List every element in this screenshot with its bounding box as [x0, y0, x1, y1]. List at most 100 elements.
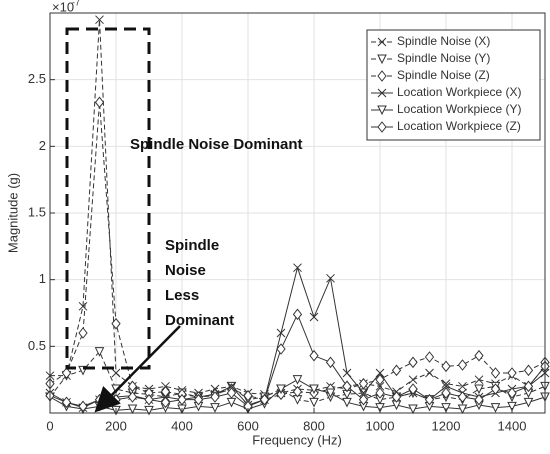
marker: [507, 401, 517, 412]
annotation: Noise: [165, 262, 206, 279]
marker: [490, 403, 501, 413]
x-tick-label: 600: [237, 418, 259, 433]
marker: [227, 381, 236, 391]
marker: [94, 347, 105, 357]
marker: [408, 383, 418, 395]
marker: [441, 387, 451, 399]
marker: [292, 308, 303, 321]
marker: [441, 403, 451, 413]
marker: [276, 384, 286, 395]
marker: [377, 37, 387, 47]
x-tick-label: 400: [171, 418, 193, 433]
marker: [441, 381, 451, 391]
y-tick-label: 1: [39, 271, 46, 286]
marker: [424, 351, 435, 363]
y-multiplier: ×10: [52, 0, 74, 14]
marker: [127, 391, 138, 403]
marker: [325, 388, 336, 399]
marker: [61, 367, 72, 379]
marker: [375, 387, 385, 399]
marker: [325, 356, 336, 369]
marker: [523, 380, 534, 393]
marker: [127, 404, 138, 415]
marker: [111, 317, 121, 330]
x-tick-label: 1200: [432, 418, 461, 433]
marker: [507, 367, 517, 379]
marker: [276, 388, 286, 401]
marker: [375, 373, 385, 386]
marker: [309, 349, 319, 362]
marker: [342, 380, 352, 393]
marker: [292, 375, 303, 385]
marker: [377, 88, 387, 98]
marker: [375, 381, 385, 391]
annotation: Spindle Noise Dominant: [130, 136, 303, 153]
marker: [210, 403, 220, 413]
marker: [78, 400, 88, 413]
annotation: Spindle: [165, 237, 219, 254]
marker: [259, 393, 270, 406]
marker: [358, 377, 369, 390]
marker: [408, 356, 418, 369]
arrow: [94, 325, 181, 413]
legend: Spindle Noise (X) Spindle Noise (Y) Spindl…: [366, 29, 541, 141]
legend-label: Spindle Noise (X): [397, 34, 490, 48]
x-tick-label: 800: [303, 418, 325, 433]
y-tick-label: 2.5: [28, 71, 46, 86]
x-tick-label: 0: [46, 418, 53, 433]
marker: [523, 397, 534, 408]
highlight-box: [65, 27, 151, 370]
y-tick-label: 0.5: [28, 338, 46, 353]
marker: [408, 375, 418, 385]
marker: [377, 105, 387, 116]
legend-label: Spindle Noise (Y): [397, 51, 490, 65]
marker: [111, 368, 121, 378]
marker: [210, 391, 220, 403]
marker: [490, 367, 501, 379]
marker: [144, 393, 154, 406]
marker: [292, 385, 303, 398]
annotation: Dominant: [165, 312, 234, 329]
marker: [457, 404, 468, 415]
marker: [408, 404, 418, 415]
marker: [359, 388, 368, 398]
marker: [474, 375, 484, 385]
legend-label: Location Workpiece (Z): [397, 119, 521, 133]
marker: [342, 368, 352, 378]
marker: [507, 387, 517, 399]
marker: [276, 328, 286, 338]
marker: [490, 383, 501, 395]
marker: [342, 397, 352, 408]
marker: [95, 15, 104, 25]
legend-label: Location Workpiece (Y): [397, 102, 522, 116]
marker: [424, 393, 435, 406]
marker: [425, 368, 434, 378]
series-group: [45, 15, 550, 416]
marker: [523, 364, 534, 377]
marker: [358, 393, 369, 406]
legend-label: Location Workpiece (X): [397, 85, 522, 99]
x-tick-label: 200: [105, 418, 127, 433]
marker: [309, 312, 319, 322]
marker: [309, 384, 319, 395]
marker: [377, 121, 387, 133]
marker: [377, 54, 387, 65]
marker: [457, 391, 468, 403]
marker: [441, 360, 451, 373]
marker: [391, 391, 402, 403]
marker: [375, 368, 385, 378]
x-tick-label: 1400: [498, 418, 527, 433]
x-tick-label: 1000: [366, 418, 395, 433]
marker: [326, 273, 335, 283]
marker: [474, 384, 484, 395]
marker: [78, 327, 88, 339]
marker: [78, 301, 88, 311]
marker: [391, 364, 402, 377]
marker: [377, 70, 387, 82]
marker: [474, 393, 484, 406]
marker: [61, 396, 72, 409]
marker: [458, 381, 467, 391]
marker: [441, 379, 451, 389]
annotation: Less: [165, 287, 199, 304]
